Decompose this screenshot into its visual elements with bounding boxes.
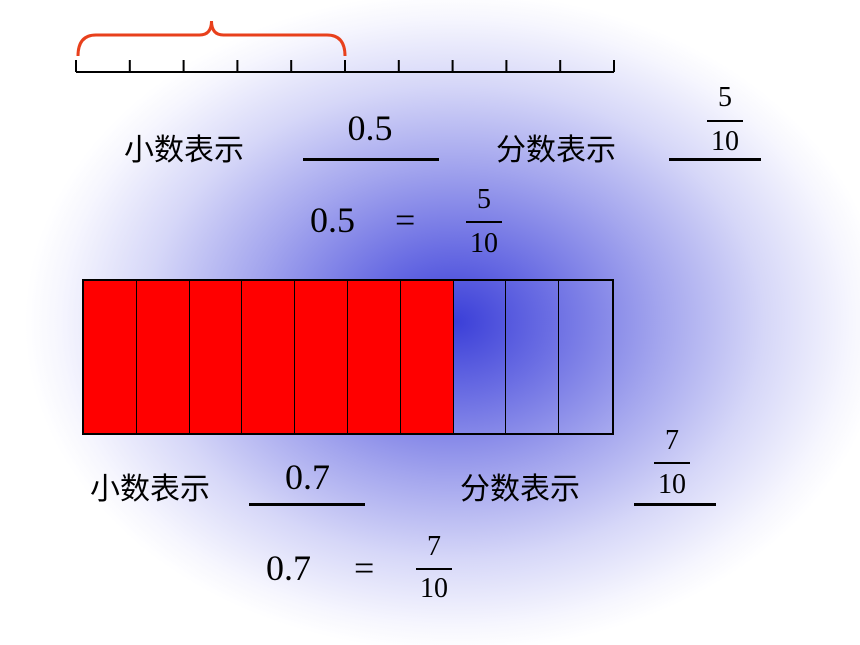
top-fraction-bar: [707, 120, 743, 122]
ruler-diagram: [75, 20, 615, 73]
top-decimal-value: 0.5: [347, 108, 393, 148]
bar-segment-unshaded: [506, 281, 560, 433]
bar-segment-unshaded: [559, 281, 612, 433]
bottom-fraction-numerator: 7: [665, 425, 679, 456]
bottom-equation-fraction-bar: [416, 568, 452, 570]
top-fraction-denominator: 10: [711, 126, 739, 157]
top-equation-numerator: 5: [477, 184, 491, 215]
bottom-fraction-bar: [654, 462, 690, 464]
bar-segment-shaded: [295, 281, 348, 433]
bar-segment-shaded: [136, 281, 190, 433]
bottom-equation-numerator: 7: [427, 531, 441, 562]
bottom-decimal-label: 小数表示: [90, 472, 210, 507]
bottom-equation-denominator: 10: [420, 573, 448, 604]
bottom-fraction-denominator: 10: [658, 469, 686, 500]
top-equation-equals: =: [395, 200, 416, 240]
bar-segment-shaded: [242, 281, 296, 433]
bar-segment-unshaded: [454, 281, 507, 433]
bottom-equation-equals: =: [354, 548, 375, 588]
bottom-decimal-value: 0.7: [285, 457, 330, 497]
bottom-equation-decimal: 0.7: [266, 548, 311, 588]
top-decimal-blank-line: [303, 158, 439, 161]
bottom-fraction-blank-line: [634, 503, 716, 506]
top-decimal-label: 小数表示: [124, 133, 244, 168]
top-equation-denominator: 10: [470, 228, 498, 259]
top-fraction-numerator: 5: [718, 82, 732, 113]
top-fraction-blank-line: [669, 158, 761, 161]
top-equation-decimal: 0.5: [310, 200, 355, 240]
bar-segment-shaded: [189, 281, 243, 433]
top-equation-fraction-bar: [466, 221, 502, 223]
curly-bracket: [76, 20, 347, 57]
bottom-decimal-blank-line: [249, 503, 365, 506]
top-fraction-label: 分数表示: [496, 133, 616, 168]
bar-model: [82, 279, 614, 435]
bar-segment-shaded: [400, 281, 454, 433]
bottom-fraction-label: 分数表示: [460, 472, 580, 507]
bar-segment-shaded: [348, 281, 401, 433]
bar-segment-shaded: [84, 281, 137, 433]
